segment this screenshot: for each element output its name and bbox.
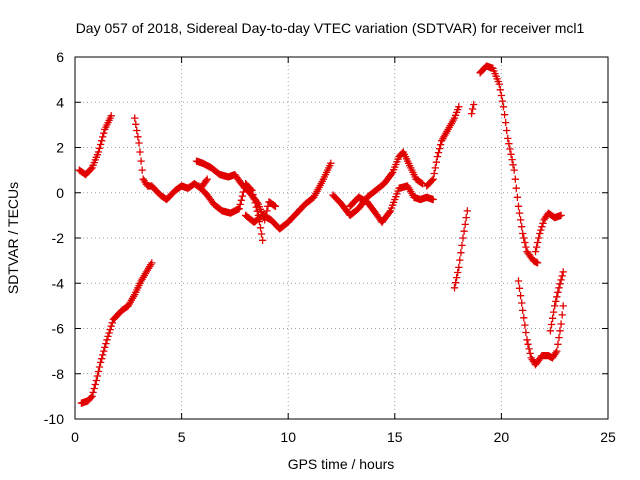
- point-markers: [531, 209, 565, 256]
- point-markers: [546, 268, 567, 335]
- point-markers: [329, 148, 427, 220]
- point-markers: [423, 103, 463, 190]
- point-markers: [514, 277, 567, 369]
- series-sat-k: [450, 207, 471, 292]
- series-sat-b: [77, 259, 156, 407]
- series-sat-d: [192, 157, 280, 224]
- data-points: [75, 62, 567, 407]
- series-sat-g: [329, 148, 427, 220]
- series-sat-e: [195, 180, 267, 244]
- y-tick-label: -8: [52, 366, 65, 382]
- series-sat-a: [75, 112, 115, 179]
- grid: [75, 57, 608, 419]
- series-sat-h: [346, 182, 437, 226]
- series-sat-f: [241, 159, 335, 233]
- series-sat-j: [467, 100, 478, 118]
- point-markers: [241, 159, 335, 233]
- x-tick-label: 20: [494, 429, 510, 445]
- plot-frame: [74, 56, 609, 420]
- series-sat-n: [514, 277, 567, 369]
- series-sat-l: [476, 62, 542, 267]
- y-tick-label: -10: [44, 411, 64, 427]
- series-sat-m: [531, 209, 565, 256]
- y-tick-label: 0: [56, 185, 64, 201]
- series-sat-o: [546, 268, 567, 335]
- x-tick-label: 25: [600, 429, 616, 445]
- y-tick-label: 6: [56, 49, 64, 65]
- y-axis-label: SDTVAR / TECUs: [5, 182, 21, 294]
- series-sat-i: [423, 103, 463, 190]
- x-tick-label: 5: [178, 429, 186, 445]
- y-tick-label: -2: [52, 230, 65, 246]
- y-tick-label: -4: [52, 275, 65, 291]
- y-tick-label: 4: [56, 94, 64, 110]
- y-tick-label: 2: [56, 140, 64, 156]
- point-markers: [476, 62, 542, 267]
- point-markers: [346, 182, 437, 226]
- x-axis-label: GPS time / hours: [288, 456, 395, 472]
- x-tick-label: 0: [71, 429, 79, 445]
- chart-title: Day 057 of 2018, Sidereal Day-to-day VTE…: [76, 20, 585, 36]
- point-markers: [75, 112, 115, 179]
- point-markers: [77, 259, 156, 407]
- axis-ticks: 0 5 10 15 20 25 -10 -8 -6 -4 -2 0 2 4 6: [44, 49, 616, 445]
- x-tick-label: 10: [280, 429, 296, 445]
- point-markers: [192, 157, 280, 224]
- point-markers: [450, 207, 471, 292]
- y-tick-label: -6: [52, 321, 65, 337]
- point-markers: [195, 180, 267, 244]
- x-tick-label: 15: [387, 429, 403, 445]
- point-markers: [467, 100, 478, 118]
